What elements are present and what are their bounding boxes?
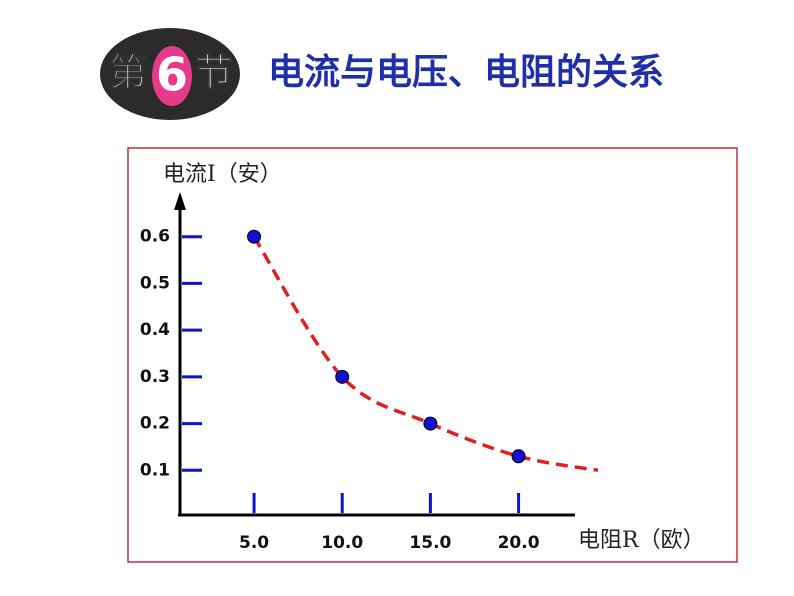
y-axis-label: 电流I（安） — [163, 162, 282, 187]
chart-frame — [127, 147, 738, 563]
trend-curve — [252, 235, 599, 473]
y-tick-label: 0.5 — [140, 273, 170, 293]
x-tick-label: 5.0 — [239, 533, 269, 553]
badge-text: 节 — [195, 50, 233, 95]
y-tick-label: 0.4 — [140, 320, 170, 340]
y-tick-label: 0.1 — [140, 460, 170, 480]
data-point — [247, 229, 262, 244]
y-tick-label: 0.3 — [140, 367, 170, 387]
badge-number: 6 — [156, 48, 188, 102]
x-tick-label: 15.0 — [409, 533, 451, 553]
data-point — [423, 416, 438, 431]
y-tick-label: 0.6 — [140, 227, 170, 247]
data-point — [335, 369, 350, 384]
x-tick-label: 20.0 — [498, 533, 540, 553]
slide-title: 电流与电压、电阻的关系 — [268, 52, 664, 93]
x-tick-label: 10.0 — [321, 533, 363, 553]
y-axis-arrow — [174, 192, 186, 210]
badge-text: 第 — [109, 50, 147, 95]
x-axis-label: 电阻R（欧） — [578, 528, 705, 553]
y-tick-label: 0.2 — [140, 414, 170, 434]
data-point — [511, 449, 526, 464]
badge-circle — [152, 46, 192, 106]
